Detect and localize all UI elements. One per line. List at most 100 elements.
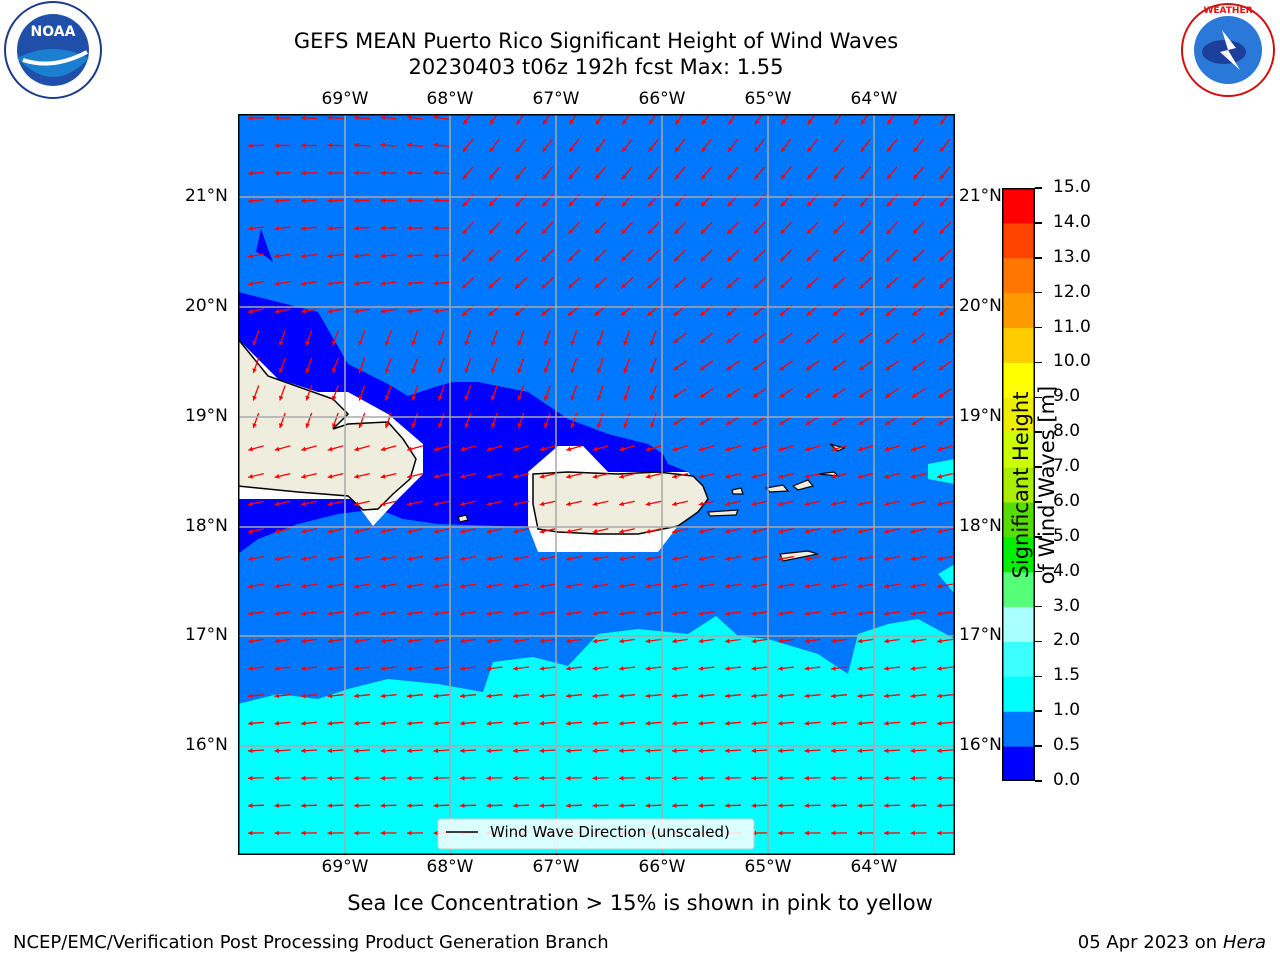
wind-wave-arrow-head	[592, 748, 598, 754]
wind-wave-arrow-head	[804, 666, 810, 671]
wind-wave-arrow-head	[804, 775, 809, 781]
lon-label-top: 69°W	[321, 89, 369, 109]
wind-wave-arrow-head	[248, 693, 253, 699]
wind-wave-arrow-head	[698, 666, 704, 671]
wind-wave-arrow-head	[912, 311, 918, 316]
wind-wave-arrow-head	[700, 365, 705, 371]
wind-wave-arrow-head	[857, 638, 863, 644]
wind-wave-arrow-head	[751, 693, 757, 699]
wind-wave-arrow-head	[672, 720, 677, 726]
wind-wave-arrow-head	[380, 803, 385, 808]
wind-wave-arrow-head	[460, 501, 465, 507]
wind-wave-arrow-head	[833, 201, 839, 207]
wind-wave-arrow-head	[327, 528, 333, 534]
wind-wave-arrow-head	[831, 720, 836, 726]
wind-wave-arrow-head	[623, 340, 628, 346]
wind-wave-arrow-head	[619, 556, 624, 561]
wind-wave-arrow-head	[701, 229, 706, 234]
wind-wave-arrow-head	[305, 340, 310, 346]
wind-wave-arrow-head	[645, 611, 651, 616]
wind-wave-arrow-head	[831, 775, 836, 781]
wind-wave-arrow-head	[592, 446, 598, 452]
wind-wave-arrow-head	[539, 556, 545, 561]
wind-wave-arrow-head	[539, 748, 545, 754]
wind-wave-arrow-head	[754, 201, 759, 207]
wind-wave-arrow-head	[380, 501, 386, 507]
wind-wave-arrow-head	[407, 638, 412, 644]
lat-label-left: 17°N	[185, 625, 228, 645]
wind-wave-arrow-head	[460, 803, 465, 808]
wind-wave-arrow-head	[887, 146, 892, 152]
lat-label-left: 19°N	[185, 406, 228, 426]
wind-wave-arrow-head	[513, 583, 518, 589]
wind-wave-arrow-head	[727, 174, 733, 180]
wind-wave-arrow-head	[513, 528, 518, 534]
wind-wave-arrow-head	[937, 583, 942, 589]
wind-wave-arrow-head	[433, 225, 438, 231]
wind-wave-arrow-head	[938, 420, 944, 425]
wind-wave-arrow-head	[726, 393, 732, 398]
wind-wave-arrow-head	[648, 229, 653, 234]
legend-label: Wind Wave Direction (unscaled)	[490, 823, 730, 841]
wind-wave-arrow-head	[461, 311, 467, 316]
wind-wave-arrow-head	[831, 528, 836, 534]
wind-wave-arrow-head	[884, 803, 889, 808]
wind-wave-arrow-head	[566, 501, 571, 507]
wind-wave-arrow-head	[595, 201, 600, 207]
wind-wave-arrow-head	[407, 611, 412, 616]
wind-wave-arrow-head	[380, 638, 386, 644]
wind-wave-arrow-head	[619, 611, 624, 616]
wind-wave-arrow-head	[725, 528, 730, 534]
wind-wave-arrow-head	[859, 338, 865, 343]
wind-wave-arrow-head	[569, 119, 574, 125]
wind-wave-arrow-head	[542, 146, 548, 152]
wind-wave-arrow-head	[463, 146, 468, 152]
wind-wave-arrow-head	[648, 201, 653, 207]
wind-wave-arrow-head	[486, 803, 491, 808]
wind-wave-arrow-head	[407, 281, 412, 286]
wind-wave-arrow-head	[831, 611, 836, 616]
wind-wave-arrow-head	[595, 174, 601, 180]
wind-wave-arrow-head	[753, 338, 759, 343]
wind-wave-arrow-head	[513, 611, 518, 616]
wind-wave-arrow-head	[354, 528, 359, 534]
wind-wave-arrow-head	[517, 340, 522, 346]
wind-wave-arrow-head	[910, 556, 916, 561]
wind-wave-arrow-head	[674, 256, 680, 262]
wind-wave-arrow-head	[645, 474, 651, 479]
lat-label-right: 16°N	[959, 735, 1002, 755]
wind-wave-arrow-head	[515, 256, 521, 262]
colorbar-tick-mark	[1035, 396, 1042, 399]
wind-wave-arrow-head	[486, 666, 492, 671]
wind-wave-arrow-head	[857, 748, 863, 754]
wind-wave-arrow-head	[910, 775, 915, 781]
wind-wave-arrow-head	[623, 423, 628, 428]
wind-wave-arrow-head	[698, 720, 704, 726]
wind-wave-arrow-head	[460, 446, 466, 452]
lat-label-left: 16°N	[185, 735, 228, 755]
wind-wave-arrow-head	[274, 501, 280, 507]
wind-wave-arrow-head	[486, 638, 492, 644]
wind-wave-arrow-head	[274, 115, 279, 121]
wind-wave-arrow-head	[672, 501, 677, 507]
wind-wave-arrow-head	[411, 423, 416, 428]
wind-wave-arrow-head	[725, 446, 731, 452]
lon-label-bottom: 68°W	[426, 857, 474, 877]
wind-wave-arrow-head	[332, 423, 337, 428]
wind-wave-arrow-head	[407, 830, 412, 836]
wind-wave-arrow-head	[884, 666, 889, 671]
wind-wave-arrow-head	[305, 368, 310, 373]
wind-wave-arrow-head	[831, 830, 836, 836]
wind-wave-arrow-head	[354, 501, 359, 507]
wind-wave-arrow-head	[433, 501, 439, 507]
lon-label-top: 64°W	[850, 89, 898, 109]
wind-wave-arrow-head	[804, 803, 809, 808]
wind-wave-arrow-head	[672, 611, 677, 616]
colorbar-tick-label: 9.0	[1053, 386, 1081, 407]
wind-wave-arrow-head	[539, 693, 545, 699]
wind-wave-arrow-head	[568, 201, 574, 207]
wind-wave-arrow-head	[645, 803, 650, 808]
wind-wave-arrow-head	[781, 146, 786, 152]
wind-wave-arrow-head	[804, 528, 810, 534]
colorbar-tick-label: 1.0	[1053, 700, 1081, 721]
